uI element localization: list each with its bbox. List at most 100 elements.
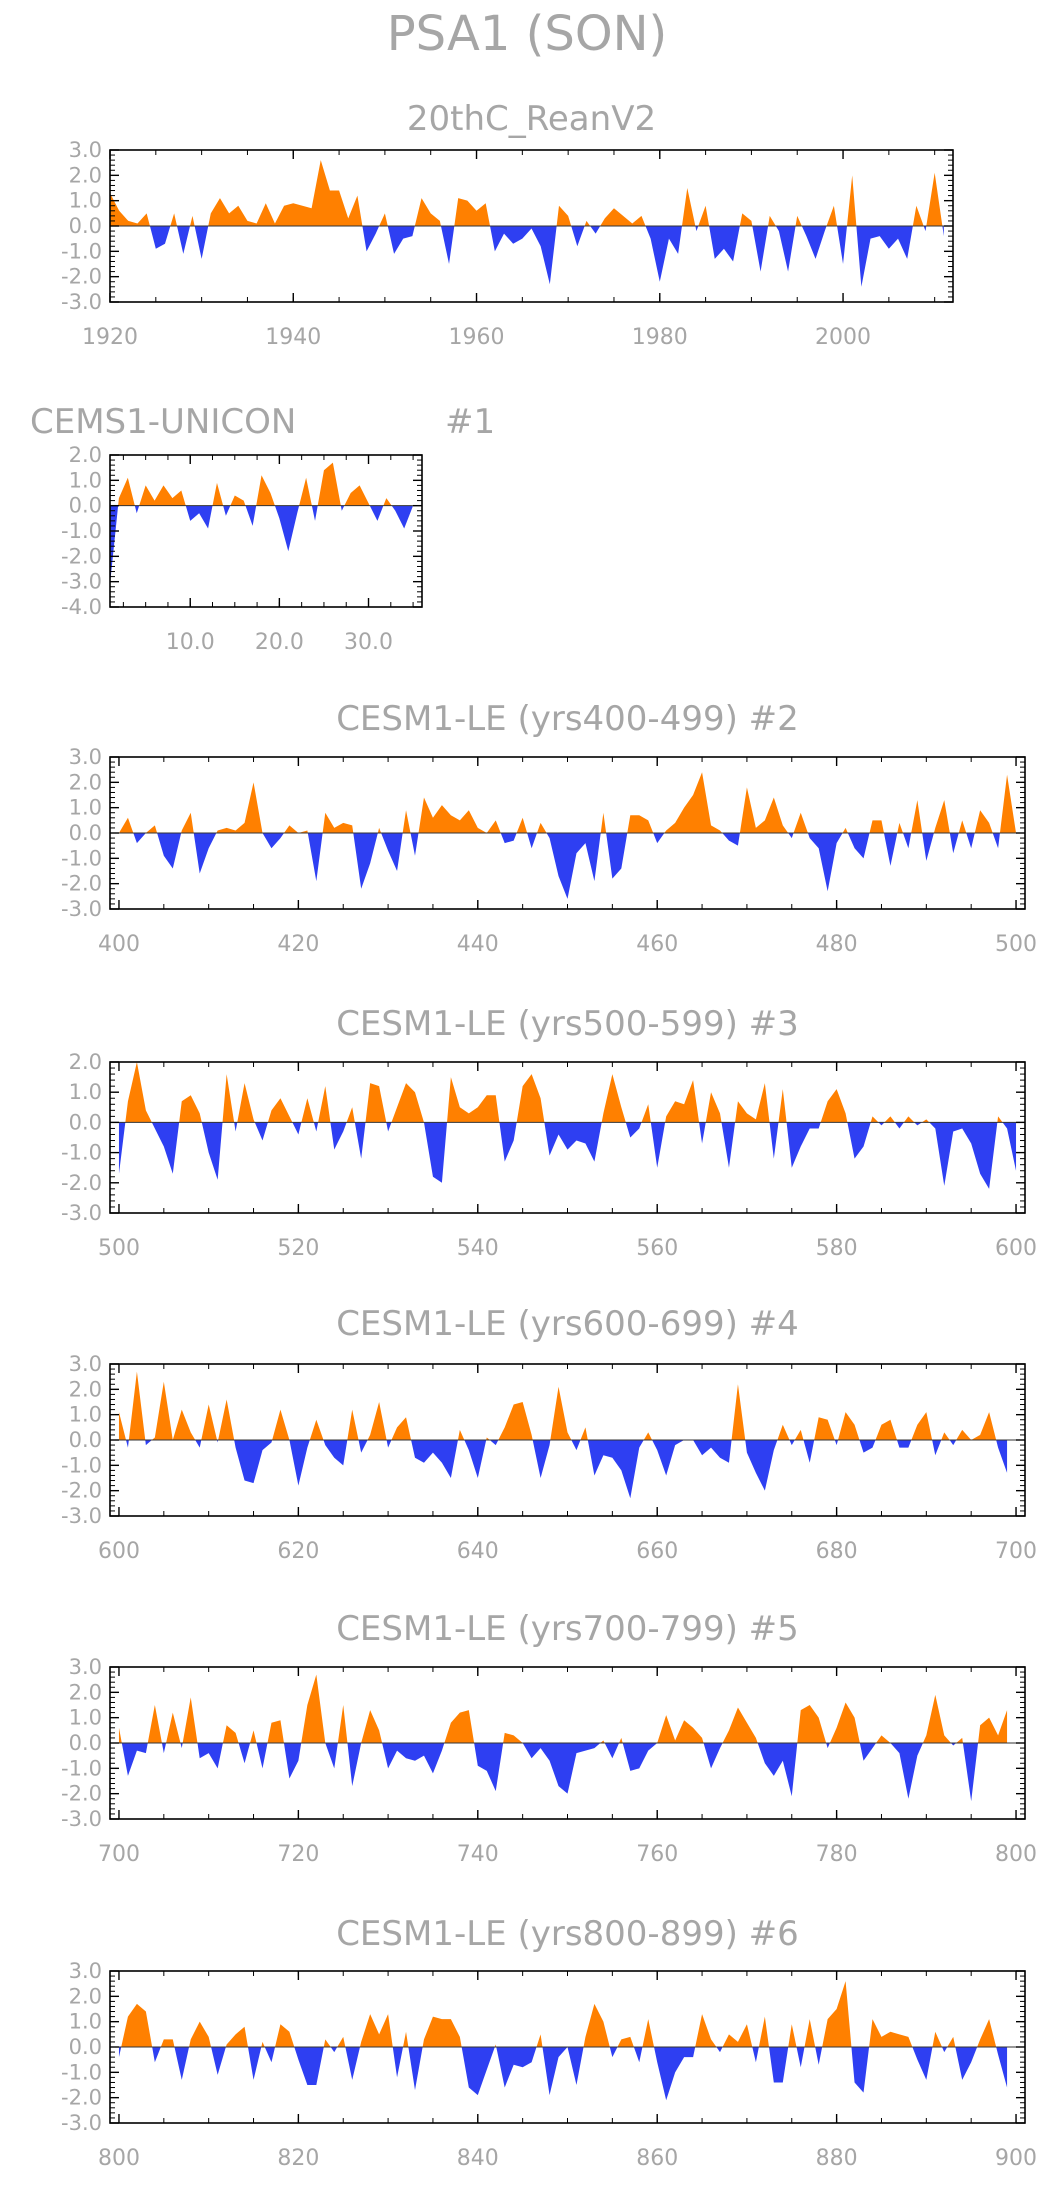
y-tick-label: 1.0 [69,189,102,213]
y-tick-label: 2.0 [69,163,102,187]
x-tick-label: 720 [277,1842,319,1867]
x-tick-label: 700 [98,1842,140,1867]
x-tick-label: 780 [816,1842,858,1867]
y-tick-label: -1.0 [61,519,102,543]
y-tick-label: -2.0 [61,544,102,568]
y-tick-label: 3.0 [69,138,102,162]
panel-title: CESM1-LE (yrs800-899) #6 [336,1914,799,1954]
y-tick-label: -2.0 [61,872,102,896]
panel-6: CESM1-LE (yrs800-899) #6 3.02.01.00.0-1.0… [61,1914,1037,2171]
y-tick-label: -3.0 [61,1201,102,1225]
y-tick-label: -1.0 [61,1756,102,1780]
x-tick-label: 20.0 [255,630,304,655]
x-tick-label: 2000 [815,325,871,350]
panels: 20thC_ReanV23.02.01.00.0-1.0-2.0-3.01920… [30,99,1037,2171]
y-tick-label: 2.0 [69,1984,102,2008]
plot-frame [109,454,423,608]
x-tick-label: 680 [816,1539,858,1564]
y-tick-label: 0.0 [69,1110,102,1134]
y-tick-label: -3.0 [61,897,102,921]
y-tick-label: -2.0 [61,2086,102,2110]
x-tick-label: 660 [636,1539,678,1564]
x-tick-label: 900 [995,2146,1037,2171]
x-tick-label: 600 [98,1539,140,1564]
x-tick-label: 480 [816,932,858,957]
x-tick-label: 400 [98,932,140,957]
negative-area [118,1743,1008,1802]
y-tick-label: 3.0 [69,1352,102,1376]
y-tick-label: 2.0 [69,1050,102,1074]
y-tick-label: 0.0 [69,1731,102,1755]
y-tick-label: -3.0 [61,570,102,594]
negative-area [110,226,944,287]
panel-title: CESM1-LE (yrs500-599) #3 [336,1004,799,1044]
panel-4: CESM1-LE (yrs600-699) #4 3.02.01.00.0-1.0… [61,1304,1037,1564]
x-tick-label: 860 [636,2146,678,2171]
y-tick-label: 2.0 [69,1680,102,1704]
x-tick-label: 580 [816,1236,858,1261]
positive-area [118,1674,1008,1743]
panel-title: CESM1-LE (yrs700-799) #5 [336,1609,799,1649]
y-tick-label: -1.0 [61,2060,102,2084]
y-tick-label: -1.0 [61,1141,102,1165]
x-tick-label: 30.0 [344,630,393,655]
y-tick-label: 0.0 [69,494,102,518]
x-tick-label: 460 [636,932,678,957]
y-tick-label: -3.0 [61,1807,102,1831]
x-tick-label: 840 [457,2146,499,2171]
x-tick-label: 560 [636,1236,678,1261]
positive-area [118,1371,1008,1440]
positive-area [118,1981,1008,2047]
y-tick-label: 1.0 [69,796,102,820]
x-tick-label: 1940 [265,325,321,350]
y-tick-label: 1.0 [69,2010,102,2034]
x-tick-label: 760 [636,1842,678,1867]
y-tick-label: 3.0 [69,1655,102,1679]
y-tick-label: -2.0 [61,1171,102,1195]
x-tick-label: 500 [995,932,1037,957]
y-tick-label: 0.0 [69,2035,102,2059]
negative-area [118,833,1017,899]
y-tick-label: 0.0 [69,214,102,238]
y-tick-label: 2.0 [69,443,102,467]
y-tick-label: 3.0 [69,745,102,769]
x-tick-label: 880 [816,2146,858,2171]
y-tick-label: -2.0 [61,1782,102,1806]
y-tick-label: 3.0 [69,1959,102,1983]
x-tick-label: 620 [277,1539,319,1564]
negative-area [118,1440,1008,1499]
panel-title: CESM1-LE (yrs600-699) #4 [336,1304,799,1344]
x-tick-label: 600 [995,1236,1037,1261]
x-tick-label: 700 [995,1539,1037,1564]
panel-title: CESM1-LE (yrs400-499) #2 [336,699,799,739]
panel-title: 20thC_ReanV2 [407,99,656,139]
x-tick-label: 740 [457,1842,499,1867]
y-tick-label: -1.0 [61,1453,102,1477]
y-tick-label: -1.0 [61,239,102,263]
panel-0: 20thC_ReanV2 3.02.01.00.0-1.0-2.0-3.0 1920… [61,99,954,350]
y-tick-label: 1.0 [69,1080,102,1104]
panel-2: CESM1-LE (yrs400-499) #2 3.02.01.00.0-1.0… [61,699,1037,957]
x-tick-label: 820 [277,2146,319,2171]
x-tick-label: 440 [457,932,499,957]
x-tick-label: 1960 [449,325,505,350]
x-tick-label: 10.0 [166,630,215,655]
y-tick-label: 0.0 [69,1428,102,1452]
negative-area [118,1122,1017,1189]
y-tick-label: 1.0 [69,1403,102,1427]
y-tick-label: -3.0 [61,2111,102,2135]
x-tick-label: 540 [457,1236,499,1261]
panel-1: CEMS1-UNICON #1 2.01.00.0-1.0-2.0-3.0-4.0 1… [30,402,495,655]
positive-area [118,1062,1017,1123]
y-tick-label: -1.0 [61,846,102,870]
positive-area [110,160,944,226]
negative-area [118,2047,1008,2101]
panel-5: CESM1-LE (yrs700-799) #5 3.02.01.00.0-1.0… [61,1609,1037,1867]
y-tick-label: 2.0 [69,770,102,794]
x-tick-label: 1920 [82,325,138,350]
positive-area [118,462,392,506]
y-tick-label: -3.0 [61,290,102,314]
y-tick-label: 1.0 [69,468,102,492]
panel-3: CESM1-LE (yrs500-599) #3 2.0 1.0 0.0 -1.0 -2.… [61,1004,1037,1261]
figure-title: PSA1 (SON) [387,6,668,62]
